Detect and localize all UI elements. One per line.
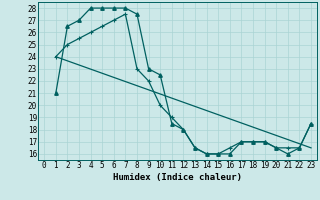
X-axis label: Humidex (Indice chaleur): Humidex (Indice chaleur) — [113, 173, 242, 182]
